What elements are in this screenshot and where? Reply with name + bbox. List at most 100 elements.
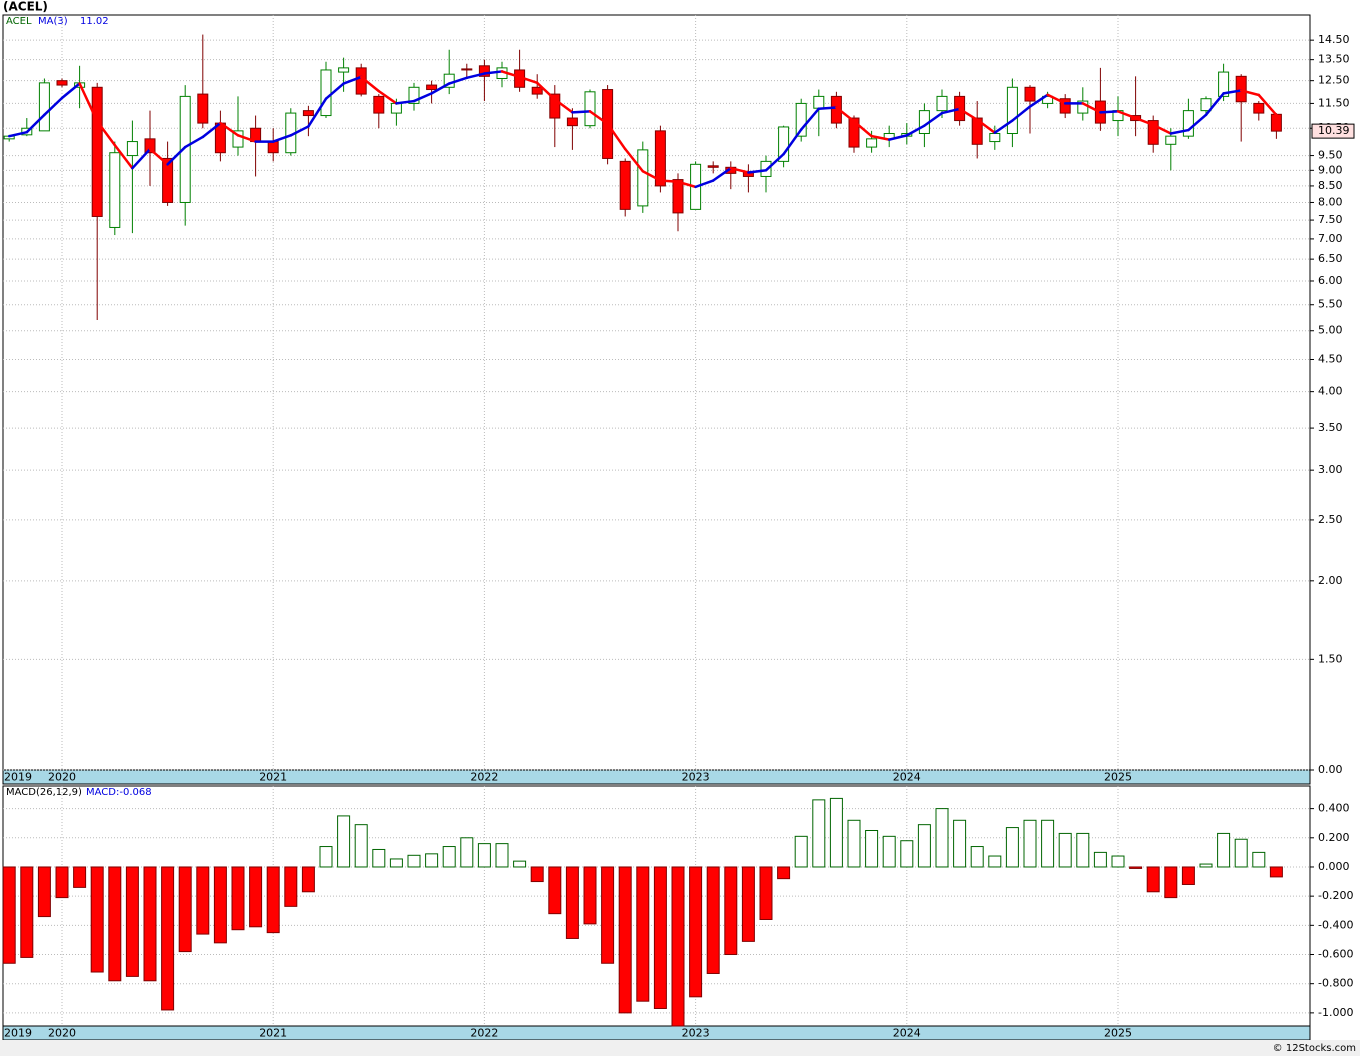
ma-line: [113, 143, 134, 170]
ma-line: [1204, 92, 1225, 117]
candle-body: [989, 132, 1001, 143]
ma-line: [535, 81, 557, 101]
candle-body: [267, 141, 279, 154]
candle-body: [1270, 113, 1282, 132]
macd-bar: [653, 866, 667, 1009]
macd-bar: [847, 819, 861, 868]
macd-bar: [513, 860, 527, 868]
x-tick-label: 2023: [682, 1027, 710, 1040]
macd-bar: [1058, 832, 1072, 868]
ma-line: [465, 72, 486, 80]
macd-bar: [829, 797, 843, 868]
macd-bar: [988, 855, 1002, 868]
macd-bar: [794, 835, 808, 868]
legend-macd-value: MACD:-0.068: [86, 787, 152, 798]
macd-bar: [2, 866, 16, 964]
macd-bar: [759, 866, 773, 920]
x-tick-label: 2025: [1104, 771, 1132, 784]
ma-line: [43, 96, 64, 117]
ma-line: [219, 121, 240, 137]
candle-body: [1059, 98, 1071, 114]
ma-line: [201, 121, 222, 139]
x-tick-label: 2020: [48, 1027, 76, 1040]
y-tick-label: 6.00: [1318, 274, 1343, 287]
ma-line: [641, 169, 662, 182]
ma-line: [1046, 93, 1067, 105]
y-tick-label: -0.400: [1318, 918, 1353, 931]
ma-line: [659, 179, 680, 184]
macd-bar: [1093, 851, 1107, 868]
x-tick-label: 2019: [4, 1027, 32, 1040]
candle-body: [56, 80, 68, 86]
macd-bar: [284, 866, 298, 907]
macd-bar: [407, 854, 421, 868]
ma-line: [711, 166, 733, 182]
candle-body: [38, 82, 50, 132]
candle-body: [1253, 102, 1265, 114]
macd-bar: [1217, 832, 1231, 868]
macd-bar: [1199, 863, 1213, 868]
candle-body: [1200, 98, 1212, 112]
candle-body: [162, 157, 174, 203]
candle-body: [1182, 110, 1194, 137]
candle-body: [830, 95, 842, 124]
ma-line: [729, 166, 750, 174]
candle-body: [91, 86, 103, 217]
candle-body: [1042, 95, 1054, 104]
ma-line: [1011, 105, 1032, 122]
macd-bar: [425, 853, 439, 868]
macd-bar: [213, 866, 227, 944]
ma-line: [500, 70, 521, 79]
ma-line: [993, 119, 1014, 134]
ma-line: [342, 75, 363, 85]
candle-body: [179, 95, 191, 203]
candle-body: [672, 179, 684, 214]
ma-line: [1257, 93, 1278, 117]
macd-bar: [495, 843, 509, 868]
macd-bar: [196, 866, 210, 935]
y-tick-label: 3.00: [1318, 463, 1343, 476]
ma-line: [975, 118, 997, 134]
candle-body: [1147, 120, 1159, 145]
x-tick-label: 2023: [682, 771, 710, 784]
candle-body: [197, 93, 209, 124]
ma-line: [307, 97, 328, 128]
ma-line: [447, 76, 469, 85]
ma-line: [923, 111, 944, 127]
macd-bar: [900, 840, 914, 868]
title: (ACEL): [3, 0, 48, 14]
ma-line: [166, 145, 187, 166]
macd-bar: [37, 866, 51, 918]
y-tick-label: 0.200: [1318, 831, 1350, 844]
x-tick-label: 2021: [259, 1027, 287, 1040]
y-tick-label: 0.00: [1318, 763, 1343, 776]
ma-line: [1169, 128, 1190, 135]
y-tick-label: -0.800: [1318, 977, 1353, 990]
macd-bar: [301, 866, 315, 893]
legend-macd: MACD(26,12,9): [6, 787, 82, 798]
ma-line: [676, 180, 697, 189]
x-tick-label: 2019: [4, 771, 32, 784]
candle-body: [936, 95, 948, 112]
ma-line: [1222, 89, 1243, 95]
macd-bar: [953, 819, 967, 868]
candle-body: [866, 138, 878, 148]
candle-body: [1218, 71, 1230, 97]
macd-bar: [618, 866, 632, 1014]
macd-bar: [865, 829, 879, 868]
candle-body: [813, 95, 825, 109]
macd-bar: [1111, 855, 1125, 868]
macd-bar: [143, 866, 157, 982]
y-tick-label: 12.50: [1318, 74, 1350, 87]
legend-ma: MA(3): [38, 16, 68, 27]
macd-bar: [882, 835, 896, 868]
ma-line: [430, 82, 451, 95]
ma-line: [694, 179, 715, 189]
macd-bar: [125, 866, 139, 977]
ma-line: [1099, 110, 1120, 114]
ma-line: [1081, 102, 1102, 114]
macd-bar: [917, 824, 931, 868]
candle-body: [144, 138, 156, 154]
macd-bar: [689, 866, 703, 998]
